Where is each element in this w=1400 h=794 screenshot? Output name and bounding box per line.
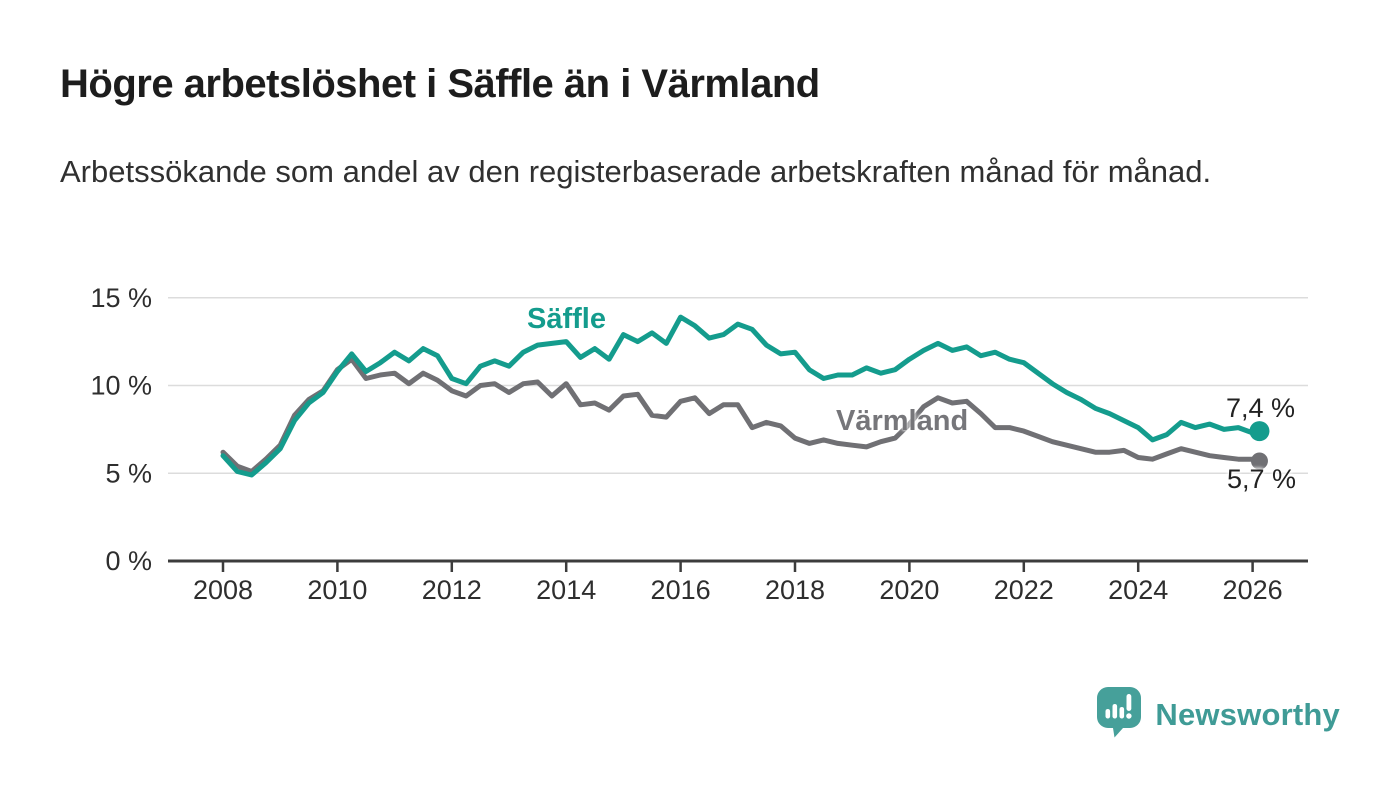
x-axis-label: 2014 (536, 575, 596, 605)
newsworthy-logo: Newsworthy (1096, 686, 1340, 743)
newsworthy-speech-bubble-bar-chart-icon (1096, 686, 1142, 743)
varmland-line (220, 356, 1262, 474)
series-label-varmland: Värmland (836, 405, 969, 437)
series-label-saffle: Säffle (527, 303, 606, 335)
y-axis-label: 0 % (105, 546, 152, 576)
x-axis-label: 2018 (765, 575, 825, 605)
x-axis-label: 2008 (193, 575, 253, 605)
x-axis-label: 2024 (1108, 575, 1168, 605)
x-axis-label: 2010 (307, 575, 367, 605)
brand-name: Newsworthy (1155, 696, 1340, 732)
end-value-label-varmland: 5,7 % (1227, 464, 1297, 494)
y-axis-label: 5 % (105, 458, 152, 488)
x-axis-label: 2026 (1223, 575, 1283, 605)
y-axis-label: 15 % (90, 283, 152, 313)
x-axis-label: 2012 (422, 575, 482, 605)
x-axis-label: 2016 (651, 575, 711, 605)
end-value-label-saffle: 7,4 % (1226, 393, 1296, 423)
x-axis-label: 2020 (879, 575, 939, 605)
chart-title: Högre arbetslöshet i Säffle än i Värmlan… (60, 62, 820, 106)
varmland-end-dot (1250, 452, 1268, 470)
saffle-line (220, 314, 1262, 478)
x-axis-label: 2022 (994, 575, 1054, 605)
saffle-end-dot (1249, 421, 1270, 442)
y-axis-label: 10 % (90, 371, 152, 401)
chart-subtitle: Arbetssökande som andel av den registerb… (60, 154, 1212, 189)
